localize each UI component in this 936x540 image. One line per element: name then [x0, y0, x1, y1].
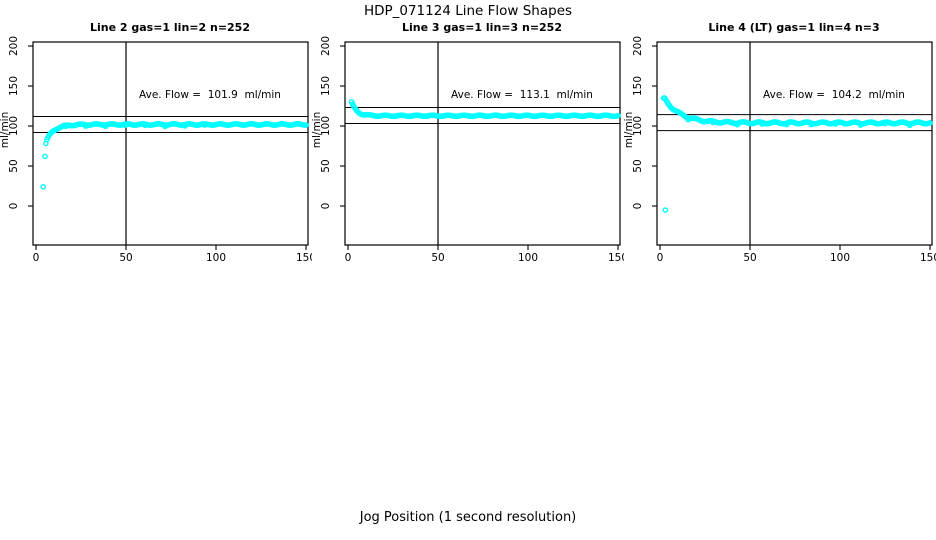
x-tick-label: 0 [657, 252, 664, 264]
y-tick-label: 100 [320, 116, 332, 136]
y-axis-label: ml/min [312, 112, 323, 148]
x-tick-label: 100 [518, 252, 538, 264]
panel-line2: Line 2 gas=1 lin=2 n=252 ml/min Ave. Flo… [0, 18, 312, 288]
plot-box [344, 41, 621, 246]
y-axis-label: ml/min [0, 112, 11, 148]
data-points [660, 95, 933, 213]
x-tick-label: 150 [608, 252, 624, 264]
flow-point [303, 122, 309, 128]
x-tick-label: 50 [431, 252, 444, 264]
y-tick-label: 50 [8, 159, 20, 172]
panel-title-line3: Line 3 gas=1 lin=3 n=252 [402, 21, 562, 34]
data-points [40, 121, 309, 190]
x-tick-label: 0 [345, 252, 352, 264]
panel-title-line4: Line 4 (LT) gas=1 lin=4 n=3 [708, 21, 879, 34]
flow-outlier-point [42, 153, 48, 160]
y-tick-label: 150 [8, 76, 20, 96]
y-tick-label: 200 [320, 36, 332, 56]
x-tick-label: 0 [33, 252, 40, 264]
data-points [348, 98, 621, 120]
x-tick-label: 150 [296, 252, 312, 264]
y-tick-label: 50 [320, 159, 332, 172]
panel-line4: Line 4 (LT) gas=1 lin=4 n=3 ml/min Ave. … [624, 18, 936, 288]
y-tick-label: 50 [632, 159, 644, 172]
plot-line2: Line 2 gas=1 lin=2 n=252 ml/min Ave. Flo… [0, 21, 312, 264]
y-tick-label: 200 [632, 36, 644, 56]
y-tick-label: 100 [8, 116, 20, 136]
y-tick-label: 100 [632, 116, 644, 136]
ave-flow-annotation: Ave. Flow = 104.2 ml/min [763, 89, 905, 101]
flow-point [927, 120, 933, 126]
plot-axes: 0 50 100 150 200 0 50 100 150 [8, 36, 312, 264]
plot-axes: 0 50 100 150 200 0 50 100 150 [632, 36, 936, 264]
panel-title-line2: Line 2 gas=1 lin=2 n=252 [90, 21, 250, 34]
figure-title: HDP_071124 Line Flow Shapes [363, 3, 573, 19]
plot-box [656, 41, 933, 246]
ave-flow-annotation: Ave. Flow = 113.1 ml/min [451, 89, 593, 101]
y-tick-label: 0 [8, 203, 20, 210]
y-axis-label: ml/min [624, 112, 635, 148]
plot-axes: 0 50 100 150 200 0 50 100 150 [320, 36, 624, 264]
y-tick-label: 0 [320, 203, 332, 210]
x-tick-label: 50 [119, 252, 132, 264]
flow-point [615, 112, 621, 119]
y-tick-label: 150 [320, 76, 332, 96]
flow-outlier-point [40, 183, 47, 190]
ave-flow-annotation: Ave. Flow = 101.9 ml/min [139, 89, 281, 101]
panel-line3: Line 3 gas=1 lin=3 n=252 ml/min Ave. Flo… [312, 18, 624, 288]
plot-line4: Line 4 (LT) gas=1 lin=4 n=3 ml/min Ave. … [624, 21, 936, 264]
plot-line3: Line 3 gas=1 lin=3 n=252 ml/min Ave. Flo… [312, 21, 624, 264]
x-tick-label: 50 [743, 252, 756, 264]
x-axis-label: Jog Position (1 second resolution) [359, 510, 577, 525]
plot-box [32, 41, 309, 246]
y-tick-label: 150 [632, 76, 644, 96]
x-tick-label: 150 [920, 252, 936, 264]
y-tick-label: 0 [632, 203, 644, 210]
x-tick-label: 100 [206, 252, 226, 264]
x-tick-label: 100 [830, 252, 850, 264]
y-tick-label: 200 [8, 36, 20, 56]
flow-outlier-point [662, 207, 669, 213]
